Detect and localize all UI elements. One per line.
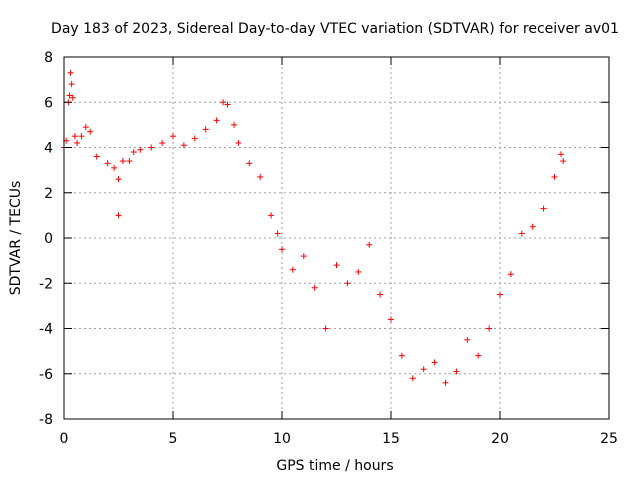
data-point	[170, 133, 176, 140]
y-tick-label: -8	[39, 412, 53, 428]
data-point	[66, 92, 73, 99]
data-point	[497, 291, 503, 298]
data-point	[78, 133, 85, 140]
data-point	[180, 142, 187, 149]
data-point	[274, 230, 281, 237]
y-tick-label: 6	[44, 95, 53, 111]
data-point	[148, 144, 155, 151]
data-point	[119, 158, 126, 165]
data-point	[388, 316, 394, 323]
data-point	[82, 124, 89, 131]
data-point	[518, 230, 525, 237]
data-point	[453, 368, 460, 375]
data-point	[420, 366, 427, 373]
data-point	[507, 271, 514, 278]
data-point	[366, 241, 373, 248]
data-point	[67, 69, 74, 76]
y-tick-label: 2	[44, 186, 53, 202]
data-point	[398, 352, 405, 359]
y-tick-label: -6	[39, 367, 53, 383]
data-point	[322, 325, 329, 332]
data-point	[268, 212, 275, 219]
x-tick-label: 0	[60, 431, 69, 447]
data-point	[560, 158, 567, 165]
data-point	[409, 375, 416, 382]
y-axis-label: SDTVAR / TECUs	[8, 181, 24, 296]
data-point	[111, 164, 118, 171]
data-point	[137, 146, 144, 153]
data-point	[551, 173, 558, 180]
y-tick-label: -4	[39, 322, 53, 338]
data-point	[246, 160, 253, 167]
data-point	[115, 212, 122, 219]
data-point	[300, 253, 307, 260]
y-tick-label: 4	[44, 141, 53, 157]
data-point	[377, 291, 384, 298]
data-points	[61, 69, 567, 386]
data-point	[431, 359, 438, 366]
grid-lines	[64, 57, 609, 419]
data-point	[126, 158, 133, 165]
y-tick-label: 8	[44, 50, 53, 66]
data-point	[69, 94, 76, 101]
data-point	[93, 153, 100, 160]
x-tick-label: 20	[491, 431, 509, 447]
data-point	[130, 149, 137, 156]
data-point	[68, 81, 75, 88]
data-point	[464, 336, 471, 343]
data-point	[311, 284, 318, 291]
data-point	[558, 151, 565, 158]
data-point	[540, 205, 547, 212]
x-axis-label: GPS time / hours	[276, 458, 393, 474]
data-point	[279, 246, 285, 253]
data-point	[355, 268, 362, 275]
data-point	[235, 139, 242, 146]
x-tick-label: 15	[382, 431, 400, 447]
y-tick-label: -2	[39, 276, 53, 292]
data-point	[231, 121, 238, 128]
data-point	[159, 139, 166, 146]
data-point	[213, 117, 220, 124]
data-point	[486, 325, 493, 332]
data-point	[475, 352, 482, 359]
data-point	[224, 101, 231, 108]
data-point	[104, 160, 111, 167]
axis-ticks: 0 5 10 15 20 25 -8 -6 -4 -2 0 2 4 6 8	[39, 50, 618, 447]
data-point	[257, 173, 264, 180]
data-point	[191, 135, 198, 142]
data-point	[74, 139, 81, 146]
x-tick-label: 5	[169, 431, 178, 447]
data-point	[289, 266, 296, 273]
data-point	[87, 128, 94, 135]
x-tick-label: 10	[273, 431, 291, 447]
data-point	[529, 223, 536, 230]
data-point	[442, 379, 449, 386]
data-point	[220, 99, 227, 106]
x-tick-label: 25	[600, 431, 618, 447]
data-point	[115, 176, 122, 183]
data-point	[344, 280, 351, 287]
data-point	[71, 133, 78, 140]
data-point	[202, 126, 209, 133]
chart-title: Day 183 of 2023, Sidereal Day-to-day VTE…	[51, 21, 619, 37]
data-point	[333, 262, 340, 269]
y-tick-label: 0	[44, 231, 53, 247]
